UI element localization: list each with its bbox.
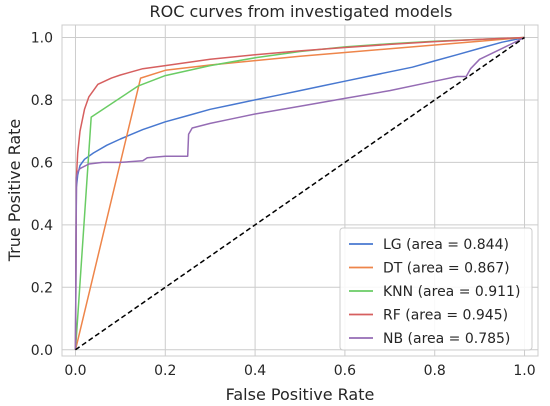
series-line-lg [74, 36, 525, 350]
x-tick-label: 0.4 [244, 363, 266, 379]
series-line-rf [74, 36, 525, 350]
series-line-nb [74, 36, 525, 350]
x-tick-label: 1.0 [513, 363, 535, 379]
series-layer [74, 36, 525, 351]
legend-entry: KNN (area = 0.911) [383, 284, 520, 300]
x-tick-label: 0.2 [154, 363, 176, 379]
legend: LG (area = 0.844) DT (area = 0.867) KNN (a… [339, 227, 533, 351]
series-line-dt [74, 36, 525, 350]
x-tick-label: 0.8 [424, 363, 446, 379]
x-tick-label: 0.6 [334, 363, 356, 379]
x-axis-title: False Positive Rate [226, 385, 375, 404]
chart-title: ROC curves from investigated models [150, 2, 453, 21]
legend-box [339, 227, 533, 351]
legend-entry: LG (area = 0.844) [383, 237, 509, 253]
y-axis-title: True Positive Rate [5, 119, 24, 263]
legend-entry: RF (area = 0.945) [383, 308, 508, 324]
legend-entry: NB (area = 0.785) [383, 331, 510, 347]
y-tick-label: 0.6 [31, 155, 53, 171]
legend-entry: DT (area = 0.867) [383, 261, 510, 277]
chance-diagonal-line [75, 36, 525, 351]
y-tick-label: 0.4 [31, 218, 53, 234]
y-tick-label: 0.2 [31, 280, 53, 296]
x-tick-label: 0.0 [64, 363, 86, 379]
y-tick-label: 0.0 [31, 343, 53, 359]
tick-labels: 0.0 0.2 0.4 0.6 0.8 1.0 0.0 0.2 0.4 0.6 0.8 1.0 [31, 30, 536, 379]
y-tick-label: 1.0 [31, 30, 53, 46]
y-tick-label: 0.8 [31, 93, 53, 109]
